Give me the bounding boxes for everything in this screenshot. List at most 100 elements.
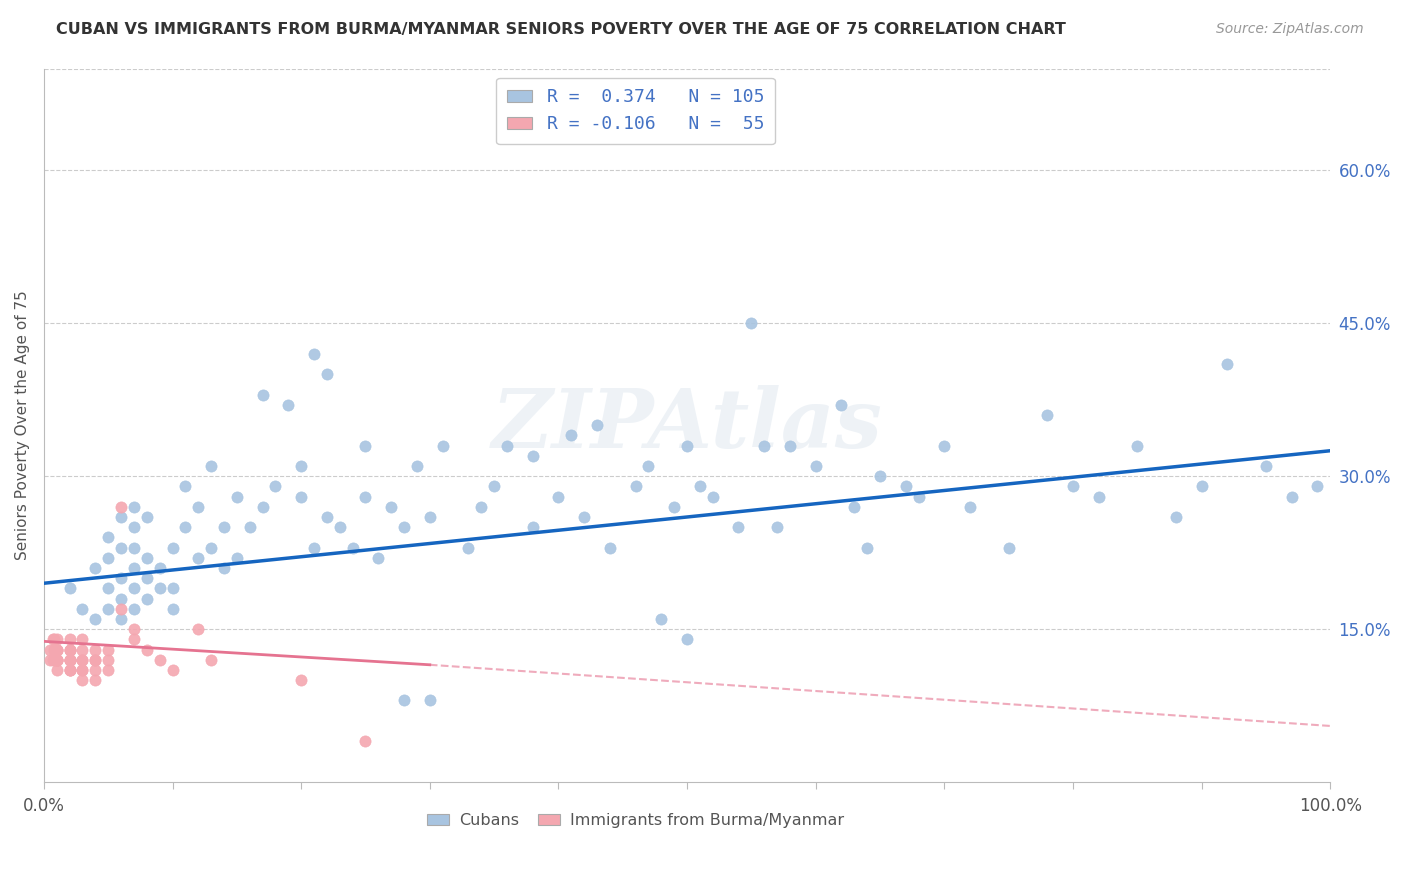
Point: [110, 500, 132, 514]
Point: [380, 500, 402, 514]
Legend: Cubans, Immigrants from Burma/Myanmar: Cubans, Immigrants from Burma/Myanmar: [420, 807, 851, 835]
Point: [637, 458, 659, 473]
Point: [122, 632, 145, 647]
Point: [212, 520, 235, 534]
Point: [72, 673, 94, 687]
Point: [59, 653, 82, 667]
Point: [302, 541, 325, 555]
Point: [122, 582, 145, 596]
Point: [830, 398, 852, 412]
Point: [122, 601, 145, 615]
Point: [225, 490, 247, 504]
Point: [419, 693, 441, 707]
Point: [212, 561, 235, 575]
Point: [1254, 458, 1277, 473]
Point: [59, 663, 82, 677]
Point: [200, 541, 222, 555]
Point: [122, 541, 145, 555]
Point: [59, 632, 82, 647]
Point: [290, 458, 312, 473]
Point: [200, 458, 222, 473]
Point: [135, 510, 157, 524]
Point: [162, 582, 184, 596]
Point: [290, 673, 312, 687]
Point: [727, 520, 749, 534]
Point: [44, 632, 66, 647]
Point: [354, 439, 377, 453]
Point: [342, 541, 364, 555]
Point: [97, 663, 120, 677]
Point: [97, 601, 120, 615]
Point: [779, 439, 801, 453]
Point: [110, 510, 132, 524]
Point: [59, 642, 82, 657]
Point: [1036, 408, 1059, 422]
Point: [72, 642, 94, 657]
Point: [315, 510, 337, 524]
Point: [72, 653, 94, 667]
Point: [135, 591, 157, 606]
Point: [1087, 490, 1109, 504]
Y-axis label: Seniors Poverty Over the Age of 75: Seniors Poverty Over the Age of 75: [15, 291, 30, 560]
Point: [149, 582, 172, 596]
Point: [97, 642, 120, 657]
Point: [624, 479, 647, 493]
Text: Source: ZipAtlas.com: Source: ZipAtlas.com: [1216, 22, 1364, 37]
Point: [1281, 490, 1303, 504]
Point: [149, 561, 172, 575]
Point: [149, 653, 172, 667]
Point: [264, 479, 287, 493]
Point: [869, 469, 891, 483]
Point: [959, 500, 981, 514]
Point: [997, 541, 1019, 555]
Point: [122, 622, 145, 636]
Point: [45, 653, 67, 667]
Point: [599, 541, 621, 555]
Point: [650, 612, 672, 626]
Point: [1126, 439, 1149, 453]
Point: [934, 439, 956, 453]
Point: [302, 347, 325, 361]
Point: [392, 693, 415, 707]
Point: [496, 439, 519, 453]
Point: [702, 490, 724, 504]
Point: [59, 582, 82, 596]
Point: [482, 479, 505, 493]
Point: [42, 632, 65, 647]
Point: [187, 500, 209, 514]
Point: [856, 541, 879, 555]
Point: [72, 632, 94, 647]
Point: [432, 439, 454, 453]
Point: [84, 653, 107, 667]
Point: [84, 663, 107, 677]
Point: [110, 612, 132, 626]
Point: [225, 550, 247, 565]
Point: [39, 642, 62, 657]
Point: [354, 490, 377, 504]
Point: [174, 520, 197, 534]
Point: [59, 653, 82, 667]
Point: [239, 520, 262, 534]
Point: [162, 601, 184, 615]
Point: [586, 418, 609, 433]
Point: [200, 653, 222, 667]
Point: [45, 642, 67, 657]
Point: [1191, 479, 1213, 493]
Point: [84, 642, 107, 657]
Point: [689, 479, 711, 493]
Point: [290, 490, 312, 504]
Point: [122, 520, 145, 534]
Point: [42, 653, 65, 667]
Point: [547, 490, 569, 504]
Point: [84, 653, 107, 667]
Point: [907, 490, 929, 504]
Point: [45, 642, 67, 657]
Point: [354, 734, 377, 748]
Point: [72, 663, 94, 677]
Point: [72, 601, 94, 615]
Point: [97, 582, 120, 596]
Point: [84, 561, 107, 575]
Point: [59, 663, 82, 677]
Point: [110, 571, 132, 585]
Point: [522, 449, 544, 463]
